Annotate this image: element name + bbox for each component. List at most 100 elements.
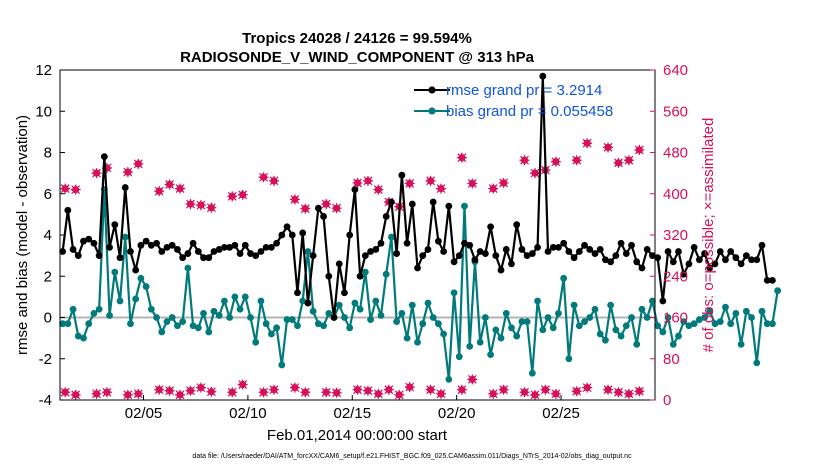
bias-point (424, 299, 432, 307)
bias-point (241, 293, 249, 301)
bias-point (654, 322, 662, 330)
obs-possible-marker (550, 388, 561, 399)
bias-point (737, 340, 745, 348)
obs-possible-marker (122, 389, 133, 400)
y-right-tick-label: 400 (663, 186, 688, 203)
rmse-point (763, 276, 771, 284)
bias-point (513, 332, 521, 340)
rmse-point (602, 256, 609, 264)
rmse-point (565, 248, 573, 255)
y-tick-label: 10 (35, 103, 52, 120)
chart-subtitle: RADIOSONDE_V_WIND_COMPONENT @ 313 hPa (180, 49, 535, 66)
bias-point (508, 324, 515, 332)
rmse-point (142, 237, 150, 245)
bias-point (622, 322, 630, 330)
bias-point (758, 307, 766, 315)
bias-point (382, 270, 390, 278)
bias-point (607, 301, 615, 309)
bias-point (648, 297, 656, 305)
rmse-point (675, 248, 682, 255)
bias-point (121, 233, 129, 241)
rmse-point (523, 252, 531, 260)
bias-point (732, 309, 740, 317)
rmse-point (372, 246, 380, 253)
rmse-point (168, 241, 176, 249)
bias-point (769, 320, 776, 328)
bias-point (194, 324, 202, 332)
bias-point (127, 320, 134, 328)
bias-point (419, 320, 427, 328)
rmse-point (748, 256, 755, 264)
rmse-point (111, 221, 119, 229)
obs-possible-marker (60, 387, 71, 398)
rmse-point (706, 264, 714, 272)
bias-point (502, 309, 510, 317)
rmse-point (257, 248, 265, 255)
rmse-point (549, 243, 557, 251)
rmse-point (690, 243, 698, 251)
rmse-point (163, 243, 171, 251)
rmse-point (424, 246, 432, 253)
rmse-series (59, 72, 776, 321)
y-right-tick-label: 320 (663, 227, 688, 244)
obs-assimilated-marker (300, 203, 311, 214)
rmse-point (346, 231, 354, 239)
rmse-point (669, 258, 677, 266)
bias-point (628, 314, 635, 321)
rmse-point (596, 246, 604, 253)
obs-possible-marker (289, 382, 300, 393)
rmse-point (121, 184, 129, 191)
rmse-point (539, 72, 547, 80)
obs-assimilated-marker (550, 156, 561, 167)
bias-point (440, 330, 448, 338)
bias-point (581, 318, 588, 326)
rmse-point (648, 252, 656, 260)
obs-assimilated-marker (613, 157, 624, 168)
y-right-tick-label: 640 (663, 62, 688, 79)
bias-point (523, 318, 531, 326)
bias-point (309, 307, 317, 315)
bias-point (669, 340, 677, 348)
bias-point (236, 305, 244, 313)
obs-possible-marker (634, 386, 645, 397)
bias-point (64, 320, 72, 328)
rmse-point (231, 241, 239, 249)
rmse-point (189, 239, 197, 247)
rmse-point (476, 248, 484, 255)
bias-point (278, 361, 286, 369)
bias-point (304, 248, 312, 255)
rmse-point (481, 250, 489, 257)
rmse-point (341, 289, 348, 297)
bias-point (273, 324, 281, 332)
rmse-point (59, 248, 67, 255)
bias-point (560, 274, 568, 282)
x-tick-label: 02/20 (438, 405, 476, 422)
bias-point (429, 314, 437, 321)
bias-point (570, 301, 578, 309)
obs-possible-marker (300, 387, 311, 398)
bias-point (69, 305, 77, 313)
obs-assimilated-marker (321, 199, 332, 210)
rmse-point (664, 248, 672, 255)
obs-possible-marker (498, 384, 509, 395)
bias-point (325, 309, 333, 317)
rmse-point (393, 250, 401, 257)
rmse-point (361, 252, 369, 260)
bias-point (555, 309, 562, 317)
rmse-point (727, 248, 735, 255)
rmse-point (351, 186, 359, 194)
rmse-point (330, 314, 338, 321)
obs-possible-marker (456, 384, 467, 395)
rmse-point (252, 252, 260, 260)
rmse-point (414, 264, 421, 272)
y-axis-label-right: # of obs: o=possible; ×=assimilated (700, 118, 717, 353)
bias-series (59, 186, 782, 383)
rmse-point (419, 252, 427, 260)
obs-possible-marker (571, 386, 582, 397)
bias-point (716, 318, 724, 326)
rmse-point (659, 297, 667, 305)
rmse-point (591, 250, 599, 257)
rmse-point (147, 241, 155, 249)
bias-point (137, 274, 145, 282)
rmse-point (534, 243, 541, 251)
